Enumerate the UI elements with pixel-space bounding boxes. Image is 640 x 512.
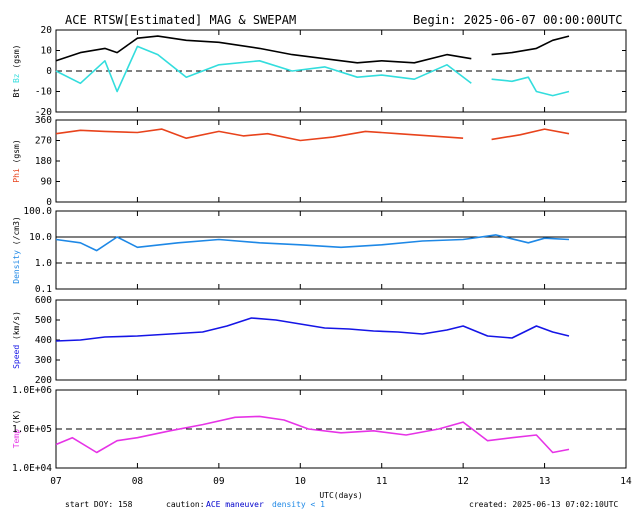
y-tick-label: 0.1 — [35, 284, 52, 295]
ylabel-speed-name: Speed — [12, 345, 21, 369]
y-tick-label: 1.0E+05 — [12, 424, 52, 435]
series-line-temp — [55, 415, 570, 454]
created-time: created: 2025-06-13 07:02:10UTC — [469, 500, 618, 509]
x-tick-label: 07 — [50, 476, 61, 487]
panel-frame-density — [55, 210, 627, 290]
y-tick-label: 10 — [41, 46, 53, 57]
y-tick-label: 200 — [35, 375, 52, 386]
x-tick-label: 12 — [457, 476, 468, 487]
x-tick-label: 14 — [620, 476, 632, 487]
ylabel-phi-name: Phi — [12, 168, 21, 183]
panel-frame-speed — [55, 299, 627, 381]
y-tick-label: -20 — [35, 107, 52, 118]
y-tick-label: 10.0 — [29, 232, 52, 243]
x-tick-label: 10 — [295, 476, 307, 487]
y-tick-label: 0 — [46, 197, 52, 208]
y-tick-label: 1.0E+06 — [12, 385, 52, 396]
y-tick-label: 20 — [41, 25, 53, 36]
ylabel-temp-name: Temp — [12, 429, 21, 448]
series-line-speed — [55, 317, 570, 342]
begin-time: Begin: 2025-06-07 00:00:00UTC — [413, 13, 623, 27]
y-tick-label: 90 — [41, 177, 53, 188]
x-tick-label: 08 — [132, 476, 144, 487]
y-tick-label: 270 — [35, 136, 52, 147]
ylabel-phi: Phi (gsm) — [12, 139, 21, 182]
y-tick-label: 100.0 — [23, 206, 52, 217]
x-tick-label: 11 — [376, 476, 388, 487]
series-line-density — [55, 234, 570, 252]
caution-label: caution: — [166, 500, 205, 509]
chart-title: ACE RTSW[Estimated] MAG & SWEPAM — [65, 13, 296, 27]
y-tick-label: 0 — [46, 66, 52, 77]
x-tick-label: 13 — [539, 476, 550, 487]
y-tick-label: -10 — [35, 87, 52, 98]
caution-maneuver: ACE maneuver — [206, 500, 264, 509]
xlabel: UTC(days) — [319, 491, 362, 500]
y-tick-label: 180 — [35, 156, 52, 167]
ylabel-mag: Bt Bz (gsm) — [12, 44, 21, 97]
y-tick-label: 500 — [35, 315, 52, 326]
ylabel-density: Density (/cm3) — [12, 216, 21, 283]
y-tick-label: 300 — [35, 355, 52, 366]
y-tick-label: 1.0E+04 — [12, 463, 52, 474]
series-line-bt — [55, 35, 570, 64]
y-tick-label: 1.0 — [35, 258, 52, 269]
ylabel-temp: Temp (K) — [12, 410, 21, 449]
ylabel-density-name: Density — [12, 250, 21, 284]
y-tick-label: 360 — [35, 115, 52, 126]
y-tick-label: 600 — [35, 295, 52, 306]
y-tick-label: 400 — [35, 335, 52, 346]
ylabel-bz: Bz — [12, 73, 21, 83]
caution-density: density < 1 — [272, 500, 325, 509]
ylabel-speed: Speed (km/s) — [12, 311, 21, 369]
series-line-bz — [55, 45, 570, 97]
series-line-phi — [55, 128, 570, 142]
start-doy: start DOY: 158 — [65, 500, 133, 509]
chart-marks: 07 08 09 10 11 12 13 1420100-10-203602701809001… — [12, 25, 632, 487]
x-tick-label: 09 — [213, 476, 225, 487]
